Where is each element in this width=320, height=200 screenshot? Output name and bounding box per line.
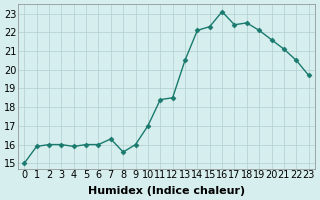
X-axis label: Humidex (Indice chaleur): Humidex (Indice chaleur)	[88, 186, 245, 196]
